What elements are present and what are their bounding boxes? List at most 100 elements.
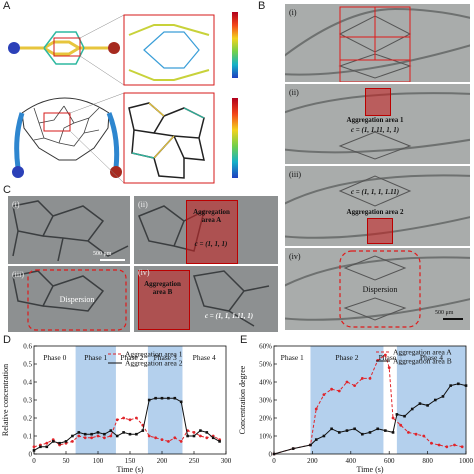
data-point bbox=[437, 443, 441, 447]
data-point bbox=[218, 440, 221, 443]
subpanel-label-c-ii: (ii) bbox=[138, 200, 148, 209]
data-point bbox=[45, 441, 49, 445]
y-tick-label: 0.6 bbox=[23, 343, 32, 351]
data-point bbox=[32, 449, 36, 452]
highlight-area-b bbox=[138, 270, 190, 330]
x-tick-label: 1000 bbox=[459, 457, 474, 465]
aggregation-area-2-label: Aggregation area 2 bbox=[346, 208, 404, 216]
panel-letter-c: C bbox=[3, 184, 11, 196]
micrograph-b-iii: (iii) c = (1, 1, 1, 1.11) Aggregation ar… bbox=[285, 166, 470, 246]
data-point bbox=[433, 398, 437, 402]
phase-label: Phase 1 bbox=[84, 353, 107, 362]
data-point bbox=[96, 434, 100, 438]
x-tick-label: 150 bbox=[125, 457, 136, 465]
data-point bbox=[160, 396, 164, 400]
data-point bbox=[407, 431, 410, 434]
dispersion-label-b: Dispersion bbox=[362, 285, 398, 294]
y-axis-label: Concentration degree bbox=[238, 365, 247, 434]
phase-label: Phase 0 bbox=[43, 353, 66, 362]
subpanel-label-b-i: (i) bbox=[289, 8, 297, 17]
data-point bbox=[167, 440, 170, 443]
data-point bbox=[383, 353, 387, 357]
scalebar-c bbox=[100, 259, 125, 261]
x-tick-label: 400 bbox=[346, 457, 357, 465]
panel-letter-d: D bbox=[3, 334, 11, 346]
y-tick-label: 0.3 bbox=[23, 397, 32, 405]
y-tick-label: 30% bbox=[259, 397, 272, 405]
highlight-area-a bbox=[186, 200, 238, 264]
data-point bbox=[192, 434, 196, 438]
data-point bbox=[205, 431, 209, 434]
data-point bbox=[330, 387, 333, 391]
y-tick-label: 20% bbox=[259, 415, 272, 423]
data-point bbox=[410, 407, 414, 411]
data-point bbox=[45, 445, 49, 449]
data-point bbox=[453, 443, 456, 447]
legend-label: Aggregation area 2 bbox=[125, 359, 183, 368]
aggregation-area-1-label: Aggregation area 1 bbox=[346, 116, 404, 124]
data-point bbox=[387, 366, 391, 369]
phase-label: Phase 1 bbox=[281, 353, 304, 362]
legend-label: Aggregation area B bbox=[393, 357, 452, 366]
data-point bbox=[83, 432, 87, 436]
data-point bbox=[322, 393, 326, 396]
data-point bbox=[109, 429, 113, 432]
x-tick-label: 250 bbox=[189, 457, 200, 465]
chart-d: Phase 0 Phase 1 Phase 2 Phase 3 Phase 4 0 0.1 0… bbox=[0, 336, 236, 474]
data-point bbox=[205, 436, 209, 440]
highlight-area-2 bbox=[367, 218, 393, 244]
data-point bbox=[337, 389, 341, 393]
micrograph-c-iv: (iv) Aggregation area B c = (1, 1, 1.11,… bbox=[134, 266, 278, 332]
y-tick-label: 60% bbox=[259, 343, 272, 351]
data-point bbox=[457, 382, 460, 386]
y-tick-label: 50% bbox=[259, 361, 272, 369]
data-point bbox=[96, 431, 100, 434]
subpanel-label-c-iv: (iv) bbox=[138, 268, 150, 277]
data-point bbox=[395, 413, 399, 416]
data-point bbox=[391, 431, 395, 434]
x-tick-label: 800 bbox=[422, 457, 433, 465]
data-point bbox=[103, 432, 106, 436]
data-point bbox=[64, 440, 68, 443]
series-line bbox=[33, 397, 220, 451]
data-point bbox=[90, 432, 93, 436]
data-point bbox=[141, 429, 145, 432]
network-diagram-top bbox=[4, 10, 244, 90]
chart-e: Phase 1 Phase 2 Phase 3 Phase 4 0 10% 20% 30% 40… bbox=[236, 336, 474, 474]
phase-band bbox=[310, 346, 384, 454]
data-point bbox=[83, 436, 87, 440]
colorbar-top bbox=[232, 12, 238, 78]
y-tick-label: 10% bbox=[259, 433, 272, 441]
micrograph-c-ii: (ii) Aggregation area A c = (1, 1, 1) bbox=[134, 196, 278, 264]
data-point bbox=[414, 432, 418, 436]
data-point bbox=[272, 452, 276, 456]
x-tick-label: 200 bbox=[157, 457, 168, 465]
data-point bbox=[122, 431, 125, 434]
data-point bbox=[368, 431, 372, 434]
highlight-area-1 bbox=[365, 88, 391, 116]
dispersion-label-c: Dispersion bbox=[59, 295, 95, 304]
y-axis-label: Relative concentration bbox=[1, 364, 10, 436]
data-point bbox=[128, 418, 132, 422]
data-point bbox=[330, 427, 333, 431]
x-axis-label: Time (s) bbox=[116, 465, 143, 474]
data-point bbox=[199, 434, 202, 438]
data-point bbox=[309, 443, 312, 447]
data-point bbox=[115, 418, 119, 422]
data-point bbox=[51, 440, 55, 443]
legend-label: Aggregation area 1 bbox=[125, 350, 183, 359]
concentration-vector-b: c = (1, 1, 1.11, 1) bbox=[204, 312, 254, 320]
data-point bbox=[345, 429, 349, 432]
y-tick-label: 0 bbox=[29, 451, 33, 459]
phase-label: Phase 2 bbox=[120, 353, 143, 362]
micrograph-b-iv: (iv) Dispersion 500 μm bbox=[285, 248, 470, 330]
subpanel-label-c-i: (i) bbox=[12, 200, 20, 209]
data-point bbox=[167, 396, 170, 400]
data-point bbox=[361, 432, 364, 436]
scalebar-c-label: 500 μm bbox=[93, 251, 112, 257]
network-diagram-bottom bbox=[4, 88, 244, 188]
data-point bbox=[58, 441, 61, 445]
phase-label: Phase 4 bbox=[193, 353, 216, 362]
data-point bbox=[186, 434, 189, 438]
data-point bbox=[77, 434, 81, 438]
